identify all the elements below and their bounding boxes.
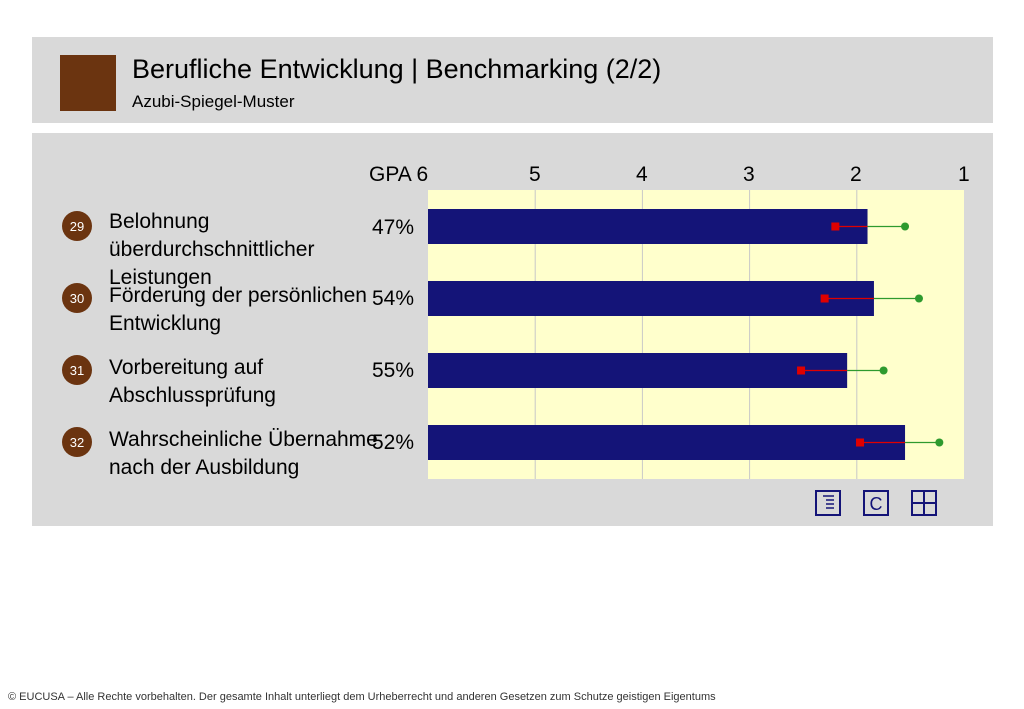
marker-square — [797, 366, 806, 375]
item-number-badge: 29 — [62, 211, 92, 241]
header-bar: Berufliche Entwicklung | Benchmarking (2… — [32, 37, 993, 123]
brand-square — [60, 55, 116, 111]
copyright-footer: © EUCUSA – Alle Rechte vorbehalten. Der … — [8, 691, 716, 703]
marker-circle — [935, 438, 944, 447]
marker-circle — [901, 222, 910, 231]
grid-icon[interactable] — [911, 490, 937, 516]
bar — [428, 209, 868, 244]
marker-square — [831, 222, 840, 231]
item-label: Vorbereitung auf Abschlussprüfung — [109, 356, 276, 407]
item-percent: 47% — [372, 216, 415, 239]
x-tick-label: 4 — [636, 163, 648, 186]
item-number-badge: 31 — [62, 355, 92, 385]
copyright-icon[interactable]: C — [863, 490, 889, 516]
item-label: Förderung der persönlichen Entwicklung — [109, 284, 367, 335]
item-percent: 54% — [372, 287, 415, 310]
item-percent: 55% — [372, 359, 415, 382]
bar — [428, 425, 906, 460]
marker-circle — [914, 294, 923, 303]
svg-text:C: C — [870, 494, 883, 514]
bar — [428, 353, 848, 388]
page-title: Berufliche Entwicklung | Benchmarking (2… — [132, 54, 662, 84]
x-tick-label: 5 — [529, 163, 541, 186]
x-tick-label: 1 — [958, 163, 970, 186]
marker-square — [820, 294, 829, 303]
item-percent: 52% — [372, 431, 415, 454]
item-number-badge: 32 — [62, 427, 92, 457]
marker-square — [856, 438, 865, 447]
notes-icon[interactable] — [815, 490, 841, 516]
page-subtitle: Azubi-Spiegel-Muster — [132, 92, 295, 111]
marker-circle — [879, 366, 888, 375]
x-tick-label: 3 — [743, 163, 755, 186]
bar — [428, 281, 874, 316]
x-tick-label: 2 — [850, 163, 862, 186]
item-label: Wahrscheinliche Übernahme nach der Ausbi… — [109, 428, 378, 479]
item-number-badge: 30 — [62, 283, 92, 313]
item-label: Belohnung überdurchschnittlicher Leistun… — [109, 210, 315, 289]
x-tick-label: GPA 6 — [369, 163, 429, 186]
